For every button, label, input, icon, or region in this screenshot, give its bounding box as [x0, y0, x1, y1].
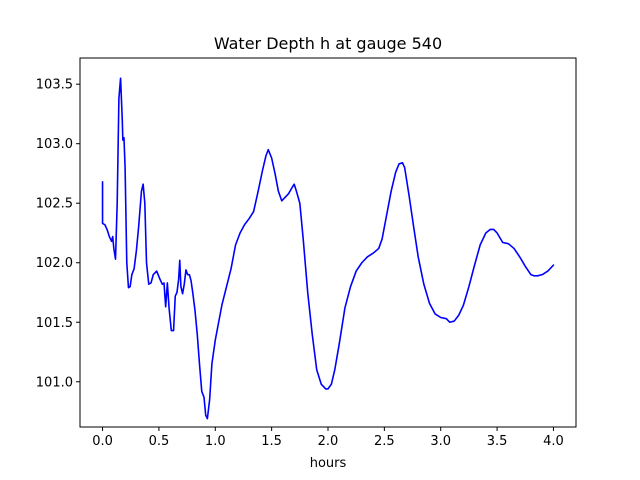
- y-tick-label: 102.5: [36, 197, 73, 212]
- y-tick-label: 101.5: [36, 316, 73, 331]
- y-tick-label: 102.0: [36, 256, 73, 271]
- series-line: [101, 77, 555, 420]
- y-axis: 101.0 101.5 102.0 102.5 103.0 103.5: [36, 78, 80, 390]
- x-tick-label: 3.0: [430, 434, 451, 449]
- x-tick-label: 3.5: [487, 434, 508, 449]
- y-tick-label: 103.5: [36, 78, 73, 93]
- y-tick-label: 101.0: [36, 375, 73, 390]
- y-tick-label: 103.0: [36, 137, 73, 152]
- x-tick-label: 1.0: [205, 434, 226, 449]
- x-tick-label: 2.5: [374, 434, 395, 449]
- x-tick-label: 4.0: [543, 434, 564, 449]
- x-axis-label: hours: [310, 456, 347, 471]
- x-tick-label: 2.0: [318, 434, 339, 449]
- x-axis: 0.0 0.5 1.0 1.5 2.0 2.5 3.0 3.5 4.0: [92, 427, 564, 449]
- x-tick-label: 0.5: [149, 434, 170, 449]
- x-tick-label: 0.0: [92, 434, 113, 449]
- x-tick-label: 1.5: [261, 434, 282, 449]
- chart-title: Water Depth h at gauge 540: [214, 34, 442, 53]
